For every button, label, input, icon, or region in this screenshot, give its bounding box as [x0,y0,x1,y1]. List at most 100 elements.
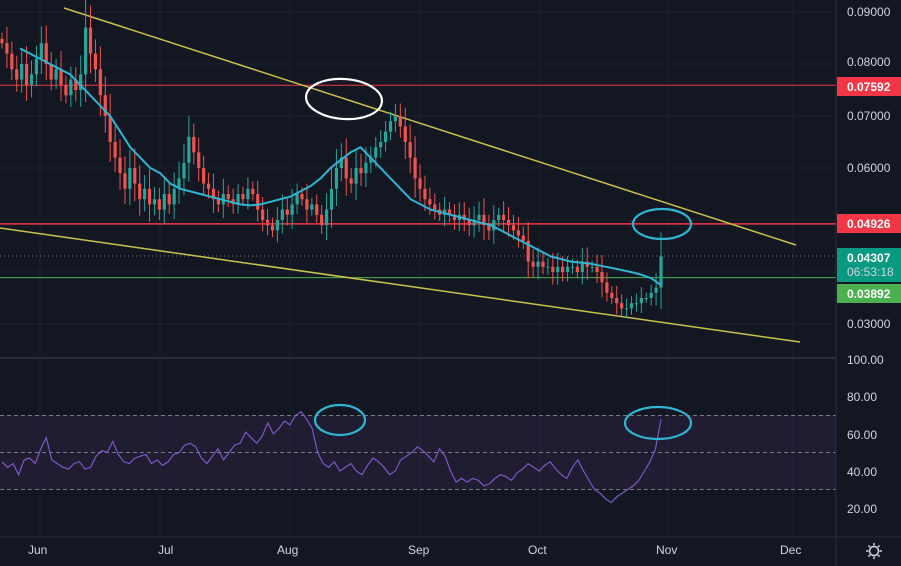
price-tick-label: 0.06000 [847,161,891,175]
candle-body [413,157,417,179]
candle-body [408,142,412,158]
resistance-lower-label: 0.04926 [847,217,891,231]
candle-body [133,168,137,184]
candle-body [334,168,339,189]
candle-body [477,214,481,220]
annotation-circle-breakout [631,207,693,241]
candle-body [379,142,383,148]
rsi-axis[interactable]: 100.00 80.00 60.00 40.00 20.00 [847,353,884,516]
candle-body [197,152,201,168]
candle-body [629,303,634,309]
price-tick-label: 0.09000 [847,5,891,19]
price-tick-label: 0.07000 [847,109,891,123]
candle-body [24,64,29,85]
candle-body [595,266,599,272]
candle-body [418,178,422,189]
candle-body [403,126,407,142]
candle-body [128,168,132,189]
candle-body [487,225,491,231]
candle-body [551,266,555,272]
candle-body [393,116,398,122]
candle-body [354,168,358,184]
candle-body [10,53,14,70]
candle-body [452,214,457,220]
candle-body [0,38,4,44]
candle-body [467,220,471,226]
candle-body [570,266,575,268]
support-badge [837,284,901,303]
rsi-tick-label: 100.00 [847,353,884,367]
time-axis[interactable]: Jun Jul Aug Sep Oct Nov Dec [28,543,801,557]
annotation-circle-rsi-now [623,405,693,441]
candle-body [433,204,437,210]
candle-body [398,116,402,127]
candle-body [74,79,78,90]
candle-body [98,69,102,96]
candle-body [556,266,560,272]
candle-body [103,95,107,116]
candle-body [182,162,186,179]
candle-body [261,209,265,220]
candle-body [383,131,388,142]
candle-body [546,266,550,268]
candle-body [605,282,609,293]
candle-body [339,157,343,168]
candle-body [64,84,68,96]
candle-body [324,209,329,226]
moving-average-line [19,47,662,286]
candle-body [590,266,594,268]
candle-body [359,168,363,174]
rsi-tick-label: 20.00 [847,502,877,516]
annotation-circle-aug-peak [304,77,384,121]
candle-body [167,194,171,205]
rsi-tick-label: 60.00 [847,428,877,442]
gear-icon[interactable] [866,543,882,559]
candle-body [216,199,220,205]
candle-body [565,266,570,272]
candle-body [561,266,565,272]
current-price-badge [837,248,901,282]
candle-body [600,272,604,283]
resistance-upper-badge [837,77,901,96]
price-axis[interactable]: 0.09000 0.08000 0.07000 0.06000 0.03000 [847,5,891,331]
candle-body [423,188,427,200]
candle-body [482,214,486,226]
candle-body [511,225,516,231]
candle-body [285,209,289,215]
trendlines[interactable] [0,7,801,343]
price-badges: 0.07592 0.04926 0.04307 06:53:18 0.03892 [837,77,901,303]
candle-body [152,199,157,205]
time-label-nov: Nov [656,543,677,557]
candle-body [526,240,530,262]
candle-body [162,194,166,210]
candle-body [624,308,629,310]
candle-body [29,74,34,85]
candle-body [39,43,43,59]
candle-body [113,142,117,158]
time-label-sep: Sep [408,543,430,557]
candle-body [447,209,452,215]
candle-body [329,188,334,210]
candle-body [580,261,584,272]
time-label-jun: Jun [28,543,47,557]
candle-body [246,188,250,200]
descending-support-trendline [0,227,801,343]
candle-body [172,188,176,205]
candle-body [256,194,260,210]
candle-body [187,136,191,163]
candle-body [295,194,299,205]
candle-body [428,199,432,205]
hand-drawn-annotations[interactable] [304,76,693,441]
candle-body [280,209,284,220]
candle-body [236,194,240,205]
rsi-line [1,410,662,504]
candle-body [497,214,501,220]
candle-body [177,178,181,189]
candle-body [349,178,353,184]
candle-body [192,136,196,153]
candle-body [290,204,294,215]
time-label-jul: Jul [158,543,173,557]
candle-body [620,303,624,309]
candle-body [305,199,309,210]
